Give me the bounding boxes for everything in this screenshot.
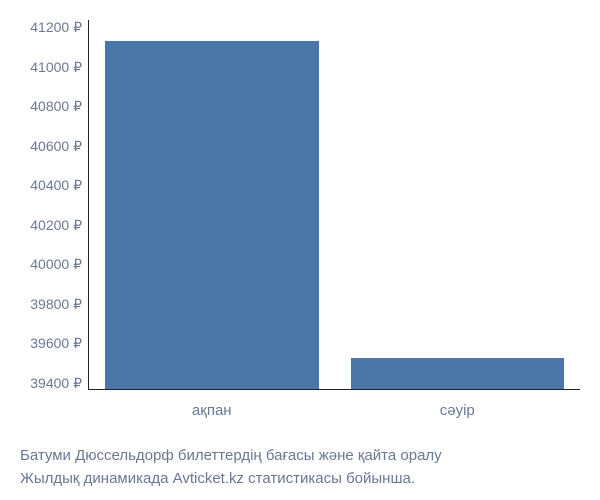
bar-slot [89,20,335,389]
y-axis: 41200 ₽ 41000 ₽ 40800 ₽ 40600 ₽ 40400 ₽ 40200… [10,20,88,390]
bar-slot [335,20,581,389]
y-tick: 40400 ₽ [30,178,82,192]
caption-line-2: Жылдық динамикада Avticket.kz статистика… [20,468,580,491]
bars-container [89,20,580,389]
y-tick: 41000 ₽ [30,60,82,74]
bar [105,41,319,390]
plot-area [88,20,580,390]
x-axis: ақпансәуір [89,402,580,419]
chart: 41200 ₽ 41000 ₽ 40800 ₽ 40600 ₽ 40400 ₽ 40200… [10,20,580,390]
y-tick: 39600 ₽ [30,336,82,350]
y-tick: 39800 ₽ [30,297,82,311]
y-tick: 40800 ₽ [30,99,82,113]
x-axis-label: ақпан [89,402,335,419]
y-tick: 40000 ₽ [30,257,82,271]
caption-line-1: Батуми Дюссельдорф билеттердің бағасы жә… [20,445,580,468]
y-tick: 39400 ₽ [30,376,82,390]
chart-caption: Батуми Дюссельдорф билеттердің бағасы жә… [20,445,580,490]
y-tick: 41200 ₽ [30,20,82,34]
bar [351,358,565,389]
y-tick: 40200 ₽ [30,218,82,232]
y-tick: 40600 ₽ [30,139,82,153]
x-axis-label: сәуір [335,402,581,419]
